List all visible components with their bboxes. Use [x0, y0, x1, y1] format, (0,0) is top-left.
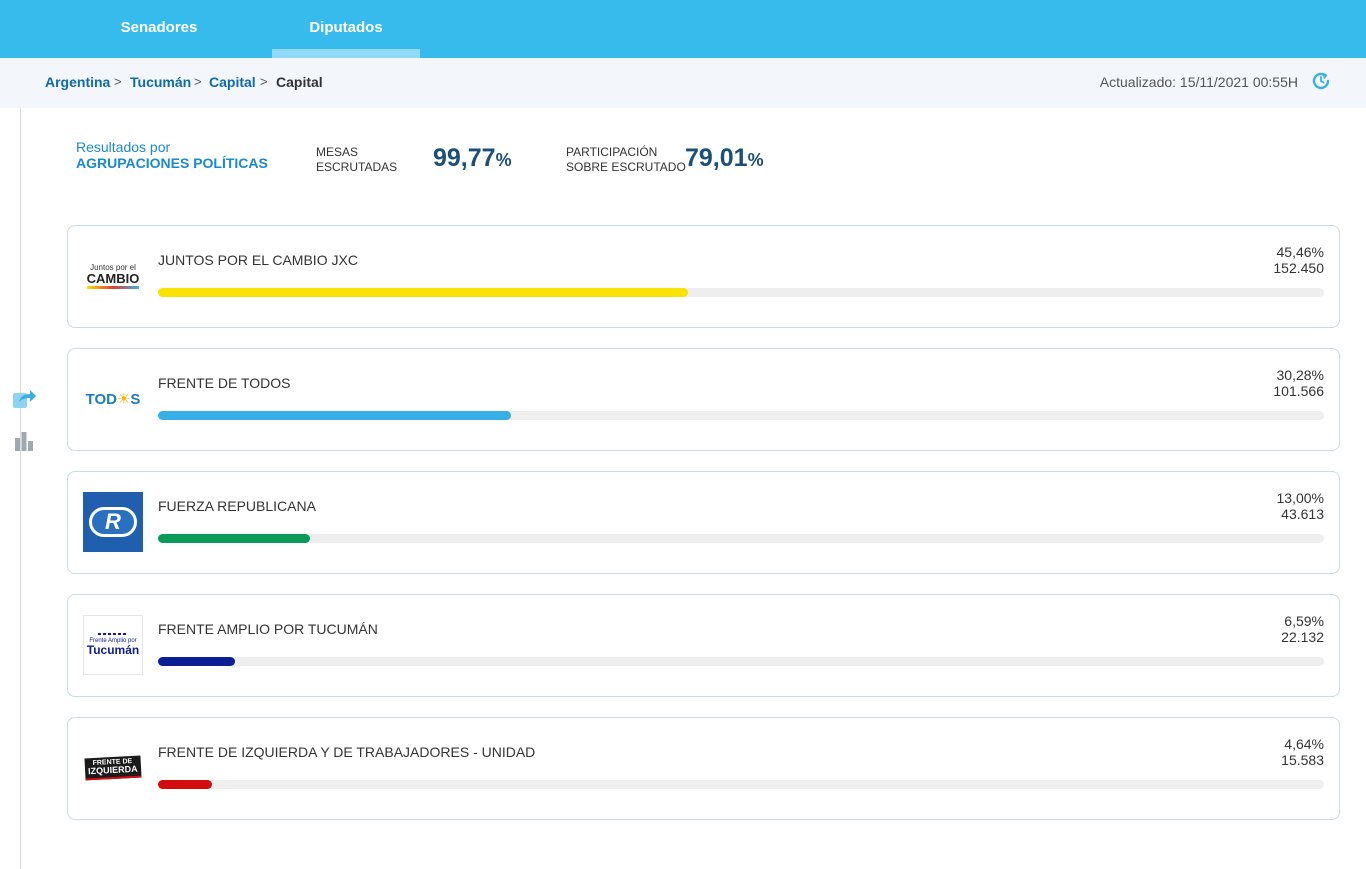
results-by-category[interactable]: AGRUPACIONES POLÍTICAS [76, 155, 268, 171]
participacion-value: 79,01% [685, 144, 764, 173]
participacion-number: 79,01 [685, 144, 748, 172]
sun-icon: ☀ [116, 391, 131, 408]
vote-share-track [158, 411, 1324, 420]
logo-stripe [86, 285, 140, 289]
bar-chart-icon[interactable] [13, 430, 35, 452]
mesas-label: MESAS ESCRUTADAS [316, 145, 397, 175]
refresh-icon[interactable] [1310, 70, 1332, 92]
breadcrumb-separator: > [114, 74, 122, 89]
tab-diputados-nacionales[interactable]: Diputados Nacionales [272, 0, 420, 92]
party-votes: 101.566 [1273, 383, 1324, 399]
party-percentage: 45,46% [1276, 244, 1324, 260]
party-name: FRENTE DE IZQUIERDA Y DE TRABAJADORES - … [158, 744, 536, 760]
mesas-label-line-1: MESAS [316, 145, 359, 159]
party-logo-fuerza-republicana: R [83, 492, 143, 552]
vote-share-bar [158, 657, 235, 666]
participacion-percent-sign: % [747, 150, 764, 170]
party-votes: 43.613 [1281, 506, 1324, 522]
tab-senadores-nacionales[interactable]: Senadores Nacionales [119, 19, 198, 92]
party-logo-text: CAMBIO [86, 270, 140, 286]
vote-share-bar [158, 411, 512, 420]
party-percentage: 30,28% [1276, 367, 1324, 383]
vote-share-track [158, 534, 1324, 543]
participacion-label-line-1: PARTICIPACIÓN [566, 145, 658, 159]
party-card-fuerza-republicana[interactable]: R FUERZA REPUBLICANA 13,00% 43.613 [67, 471, 1340, 574]
participacion-label-line-2: SOBRE ESCRUTADO [566, 160, 686, 174]
party-card-juntos-por-el-cambio[interactable]: Juntos por el CAMBIO JUNTOS POR EL CAMBI… [67, 225, 1340, 328]
party-logo-frente-de-todos: TOD☀S [83, 369, 143, 429]
breadcrumb-capital-district[interactable]: Capital [209, 74, 256, 90]
mesas-value: 99,77% [433, 144, 512, 173]
party-logo-text: IZQUIERDA [88, 763, 139, 777]
mesas-label-line-2: ESCRUTADAS [316, 160, 398, 174]
party-name: JUNTOS POR EL CAMBIO JXC [158, 252, 358, 268]
party-name: FRENTE DE TODOS [158, 375, 291, 391]
left-rail [20, 108, 21, 869]
logo-dots [97, 632, 128, 635]
party-votes: 152.450 [1273, 260, 1324, 276]
party-name: FRENTE AMPLIO POR TUCUMÁN [158, 621, 378, 637]
vote-share-bar [158, 288, 689, 297]
breadcrumb-argentina[interactable]: Argentina [45, 74, 111, 90]
party-logo-text: Juntos por el [90, 262, 136, 272]
mesas-percent-sign: % [495, 150, 512, 170]
party-card-frente-de-izquierda[interactable]: FRENTE DE IZQUIERDA FRENTE DE IZQUIERDA … [67, 717, 1340, 820]
mesas-number: 99,77 [433, 144, 496, 172]
vote-share-track [158, 657, 1324, 666]
top-navigation: Senadores Nacionales Diputados Nacionale… [0, 0, 1366, 92]
last-updated-text: Actualizado: 15/11/2021 00:55H [1099, 74, 1298, 90]
party-logo-text: TOD [85, 391, 117, 408]
party-logo-text: Tucumán [86, 643, 140, 658]
party-percentage: 4,64% [1284, 736, 1324, 752]
party-logo-frente-de-izquierda: FRENTE DE IZQUIERDA [83, 738, 143, 798]
party-card-frente-amplio-por-tucuman[interactable]: Frente Amplio por Tucumán FRENTE AMPLIO … [67, 594, 1340, 697]
vote-share-track [158, 288, 1324, 297]
vote-share-bar [158, 534, 310, 543]
breadcrumb-separator: > [194, 74, 202, 89]
party-percentage: 6,59% [1284, 613, 1324, 629]
results-by-label: Resultados por [76, 139, 171, 155]
breadcrumb-separator: > [260, 74, 268, 89]
party-logo-frente-amplio-por-tucuman: Frente Amplio por Tucumán [83, 615, 143, 675]
party-logo-text: S [130, 391, 141, 408]
party-logo-text: R [105, 509, 121, 534]
party-votes: 22.132 [1281, 629, 1324, 645]
breadcrumb-tucuman[interactable]: Tucumán [130, 74, 192, 90]
vote-share-track [158, 780, 1324, 789]
party-name: FUERZA REPUBLICANA [158, 498, 316, 514]
party-card-frente-de-todos[interactable]: TOD☀S FRENTE DE TODOS 30,28% 101.566 [67, 348, 1340, 451]
party-votes: 15.583 [1281, 752, 1324, 768]
participacion-label: PARTICIPACIÓN SOBRE ESCRUTADO [566, 145, 686, 175]
party-logo-juntos-por-el-cambio: Juntos por el CAMBIO [83, 246, 143, 306]
breadcrumb-capital-current: Capital [276, 74, 323, 90]
party-logo-text: Frente Amplio por [89, 637, 137, 644]
party-percentage: 13,00% [1276, 490, 1324, 506]
share-icon[interactable] [11, 384, 37, 410]
vote-share-bar [158, 780, 213, 789]
breadcrumb-bar: Argentina > Tucumán > Capital > Capital … [0, 58, 1366, 108]
